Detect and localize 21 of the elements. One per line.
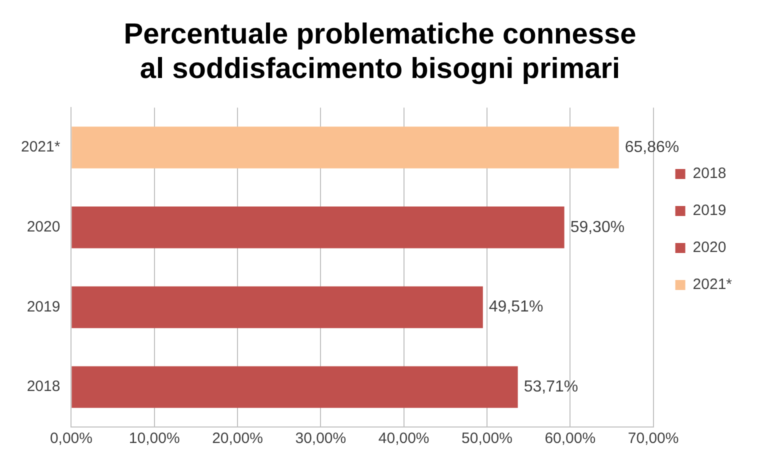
- y-tick-label: 2020: [26, 218, 60, 236]
- x-tick-label: 0,00%: [50, 430, 92, 448]
- legend-label: 2018: [692, 165, 726, 182]
- chart-title: Percentuale problematiche connesse al soddisfacimento bisogni primari: [124, 18, 636, 86]
- data-label: 65,86%: [624, 138, 680, 156]
- y-tick-label: 2019: [26, 298, 60, 316]
- legend-label: 2020: [692, 239, 726, 256]
- data-label: 59,30%: [570, 218, 625, 236]
- x-tick-label: 20,00%: [212, 430, 263, 448]
- y-tick-label: 2018: [26, 378, 60, 396]
- legend-label: 2019: [692, 202, 726, 220]
- x-tick-label: 40,00%: [378, 430, 430, 448]
- x-tick-label: 60,00%: [544, 430, 596, 448]
- data-label: 49,51%: [488, 298, 544, 316]
- data-label: 53,71%: [524, 378, 578, 396]
- x-tick-label: 30,00%: [295, 430, 346, 448]
- x-tick-label: 10,00%: [128, 430, 180, 448]
- legend-label: 2021*: [692, 276, 732, 294]
- x-tick-label: 70,00%: [628, 430, 679, 448]
- y-tick-label: 2021*: [20, 138, 60, 156]
- x-tick-label: 50,00%: [462, 430, 512, 448]
